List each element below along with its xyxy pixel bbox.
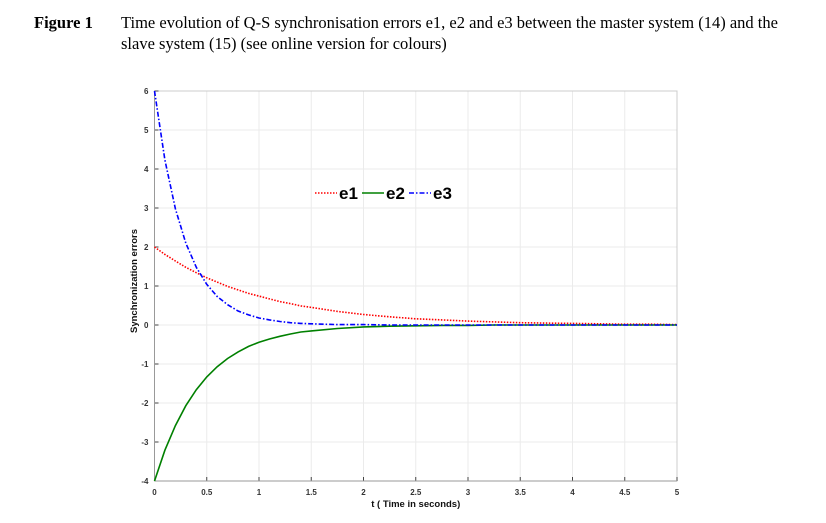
x-tick-label: 1.5: [306, 488, 318, 497]
x-tick-label: 3.5: [515, 488, 527, 497]
y-tick-label: 0: [144, 321, 149, 330]
x-tick-label: 1: [257, 488, 262, 497]
y-tick-label: 1: [144, 282, 149, 291]
y-tick-label: -3: [141, 438, 149, 447]
x-tick-label: 0: [152, 488, 157, 497]
axes: 0 0.5 1 1.5 2 2.5 3 3.5 4 4.5 5 -4 -3 -2 -1 0 1 2 3 4 5 6: [141, 87, 679, 497]
figure-caption: Time evolution of Q-S synchronisation er…: [121, 13, 778, 53]
figure-label: Figure 1: [34, 13, 93, 32]
y-tick-label: 3: [144, 204, 149, 213]
x-tick-label: 2.5: [410, 488, 422, 497]
x-tick-label: 2: [361, 488, 366, 497]
y-tick-label: 5: [144, 126, 149, 135]
y-tick-label: -2: [141, 399, 149, 408]
x-axis-label: t ( Time in seconds): [371, 499, 460, 510]
series-line-e3: [153, 90, 677, 326]
x-tick-label: 4: [570, 488, 575, 497]
y-tick-label: -1: [141, 360, 149, 369]
y-tick-label: 6: [144, 87, 149, 96]
legend: e1 e2 e3: [315, 184, 452, 203]
legend-label-e1: e1: [339, 184, 358, 203]
x-tick-label: 5: [675, 488, 680, 497]
series-lines: [153, 90, 678, 482]
y-tick-label: -4: [141, 477, 149, 486]
x-tick-label: 4.5: [619, 488, 631, 497]
grid: [154, 90, 678, 482]
legend-label-e3: e3: [433, 184, 452, 203]
legend-label-e2: e2: [386, 184, 405, 203]
y-tick-label: 4: [144, 165, 149, 174]
x-tick-label: 3: [466, 488, 471, 497]
y-tick-label: 2: [144, 243, 149, 252]
x-tick-label: 0.5: [201, 488, 213, 497]
y-axis-label: Synchronization errors: [129, 229, 140, 333]
